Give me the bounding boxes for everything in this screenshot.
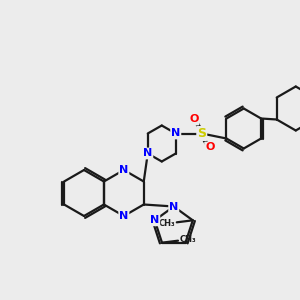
- Text: N: N: [143, 148, 152, 158]
- Text: N: N: [119, 211, 128, 221]
- Text: N: N: [169, 202, 178, 212]
- Text: N: N: [150, 215, 159, 225]
- Text: O: O: [189, 115, 198, 124]
- Text: S: S: [197, 127, 206, 140]
- Text: N: N: [171, 128, 180, 139]
- Text: N: N: [119, 165, 128, 175]
- Text: CH₃: CH₃: [158, 219, 175, 228]
- Text: CH₃: CH₃: [180, 235, 196, 244]
- Text: O: O: [205, 142, 214, 152]
